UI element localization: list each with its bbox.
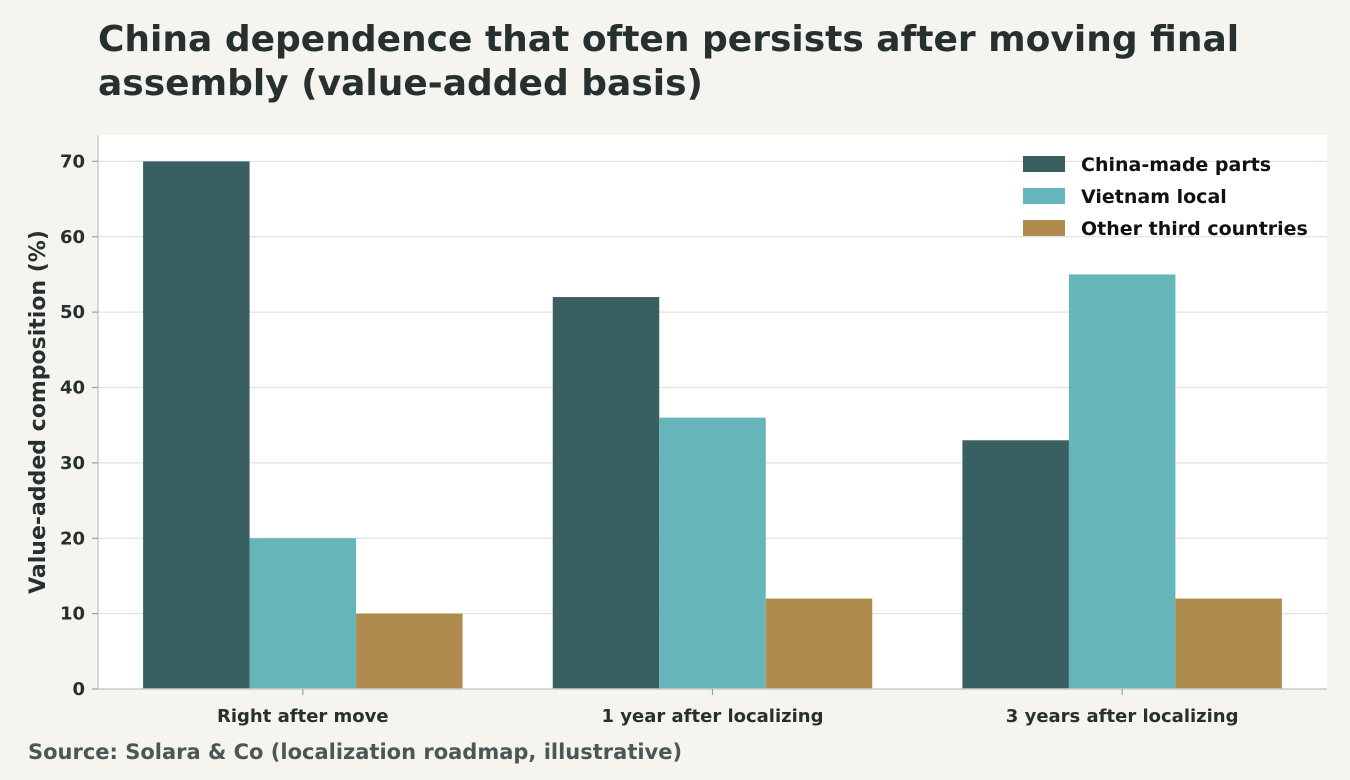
y-axis-ticks: 0 10 20 30 40 50 60 70 (60, 151, 98, 700)
bar-china-made-parts-3 (962, 440, 1069, 689)
legend-label: Other third countries (1081, 218, 1308, 240)
legend: China-made parts Vietnam local Other third… (1023, 154, 1308, 240)
legend-label: Vietnam local (1081, 186, 1227, 208)
legend-swatch (1023, 220, 1065, 236)
y-tick-label: 30 (60, 453, 85, 474)
source-note: Source: Solara & Co (localization roadma… (28, 740, 683, 764)
y-tick-label: 40 (60, 378, 85, 399)
bar-other-third-countries-3 (1175, 598, 1282, 689)
x-tick-label: Right after move (217, 706, 389, 727)
bar-vietnam-local-2 (659, 417, 766, 689)
y-tick-label: 60 (60, 227, 85, 248)
y-tick-label: 70 (60, 151, 85, 172)
bar-vietnam-local-1 (249, 538, 357, 689)
chart-title: China dependence that often persists aft… (98, 19, 1240, 104)
y-tick-label: 10 (60, 604, 85, 625)
bar-china-made-parts-1 (143, 161, 250, 689)
bar-china-made-parts-2 (552, 297, 660, 689)
bar-other-third-countries-1 (356, 613, 463, 689)
x-axis-ticks: Right after move 1 year after localizing 3… (217, 689, 1239, 727)
legend-swatch (1023, 156, 1065, 172)
bars (143, 161, 1282, 689)
y-axis-label: Value-added composition (%) (26, 230, 51, 594)
x-tick-label: 1 year after localizing (602, 706, 824, 727)
y-tick-label: 20 (60, 528, 85, 549)
legend-label: China-made parts (1081, 154, 1271, 176)
x-tick-label: 3 years after localizing (1006, 706, 1239, 727)
bar-other-third-countries-2 (765, 598, 873, 689)
y-tick-label: 0 (72, 679, 85, 700)
legend-swatch (1023, 188, 1065, 204)
bar-vietnam-local-3 (1068, 274, 1176, 689)
y-tick-label: 50 (60, 302, 85, 323)
